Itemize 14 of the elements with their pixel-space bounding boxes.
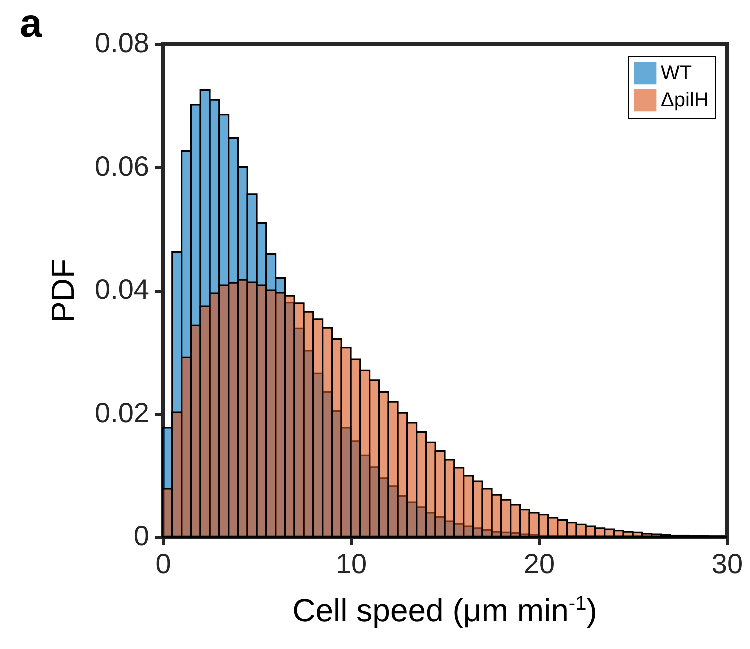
y-tick-label: 0.02 xyxy=(95,397,150,428)
text: a xyxy=(20,2,42,46)
y-tick-label: 0 xyxy=(134,520,150,552)
x-axis-title: Cell speed (μm min$^{-1}$) xyxy=(292,592,598,631)
y-tick-label: 0.04 xyxy=(95,274,150,305)
y-tick-label: 0.06 xyxy=(95,150,150,182)
y-tick-label: 0.08 xyxy=(95,28,150,58)
x-tick-label: 30 xyxy=(712,548,744,580)
x-tick-label: 0 xyxy=(156,548,172,580)
y-axis-title: PDF xyxy=(45,259,82,323)
x-tick-label: 20 xyxy=(524,548,556,580)
legend-label: WT xyxy=(661,62,692,84)
x-tick-label: 10 xyxy=(336,548,368,580)
legend-label: ΔpilH xyxy=(661,90,709,112)
